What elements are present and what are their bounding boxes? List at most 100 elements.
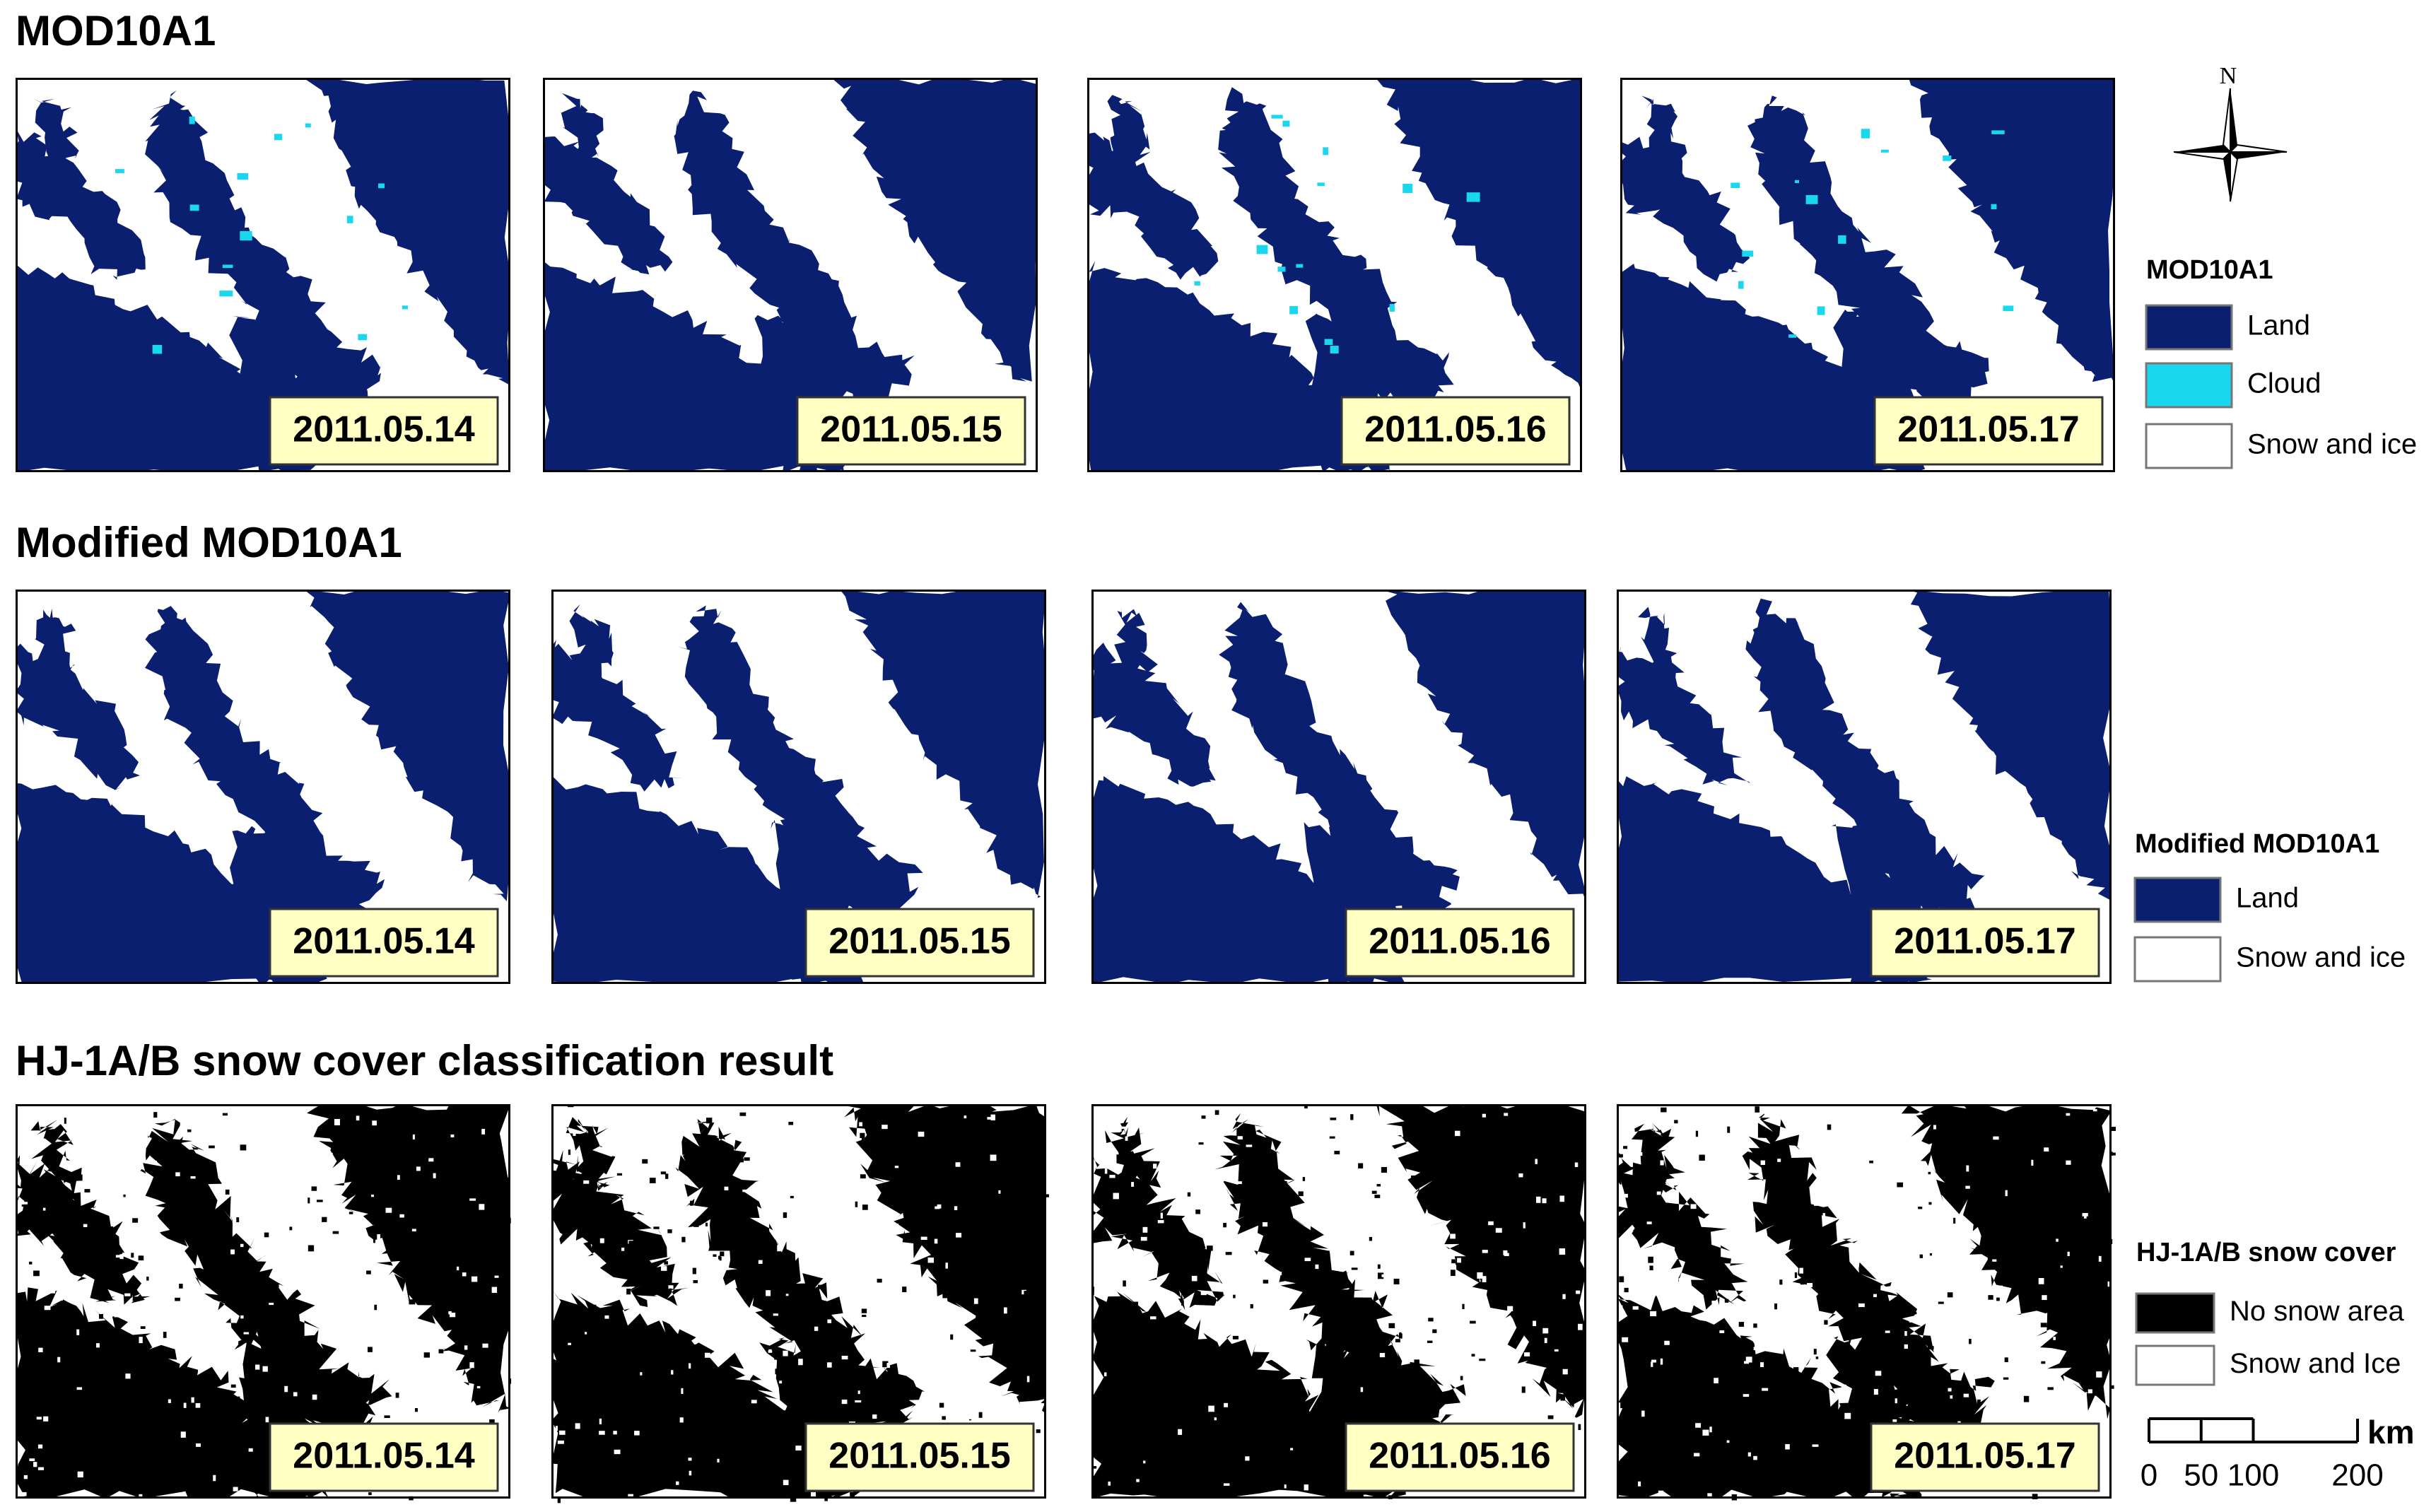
snow-speck (1287, 1225, 1290, 1231)
snow-speck (1393, 1116, 1397, 1119)
snow-speck (322, 1217, 327, 1222)
snow-speck (1623, 1193, 1628, 1198)
map-panel: 2011.05.14 (16, 78, 510, 472)
snow-speck (653, 1226, 660, 1229)
snow-speck (718, 1156, 722, 1162)
snow-speck (1966, 1165, 1969, 1172)
snow-speck (219, 1164, 225, 1169)
snow-speck (1328, 1156, 1335, 1162)
snow-speck (462, 1272, 467, 1277)
snow-speck (1993, 1369, 1998, 1371)
snow-speck (804, 1233, 809, 1241)
map-frame (1091, 1104, 1586, 1499)
snow-speck (464, 1345, 468, 1350)
snow-speck (1820, 1345, 1826, 1349)
cloud-patch (1731, 182, 1740, 188)
snow-speck (938, 1177, 943, 1183)
snow-speck (717, 1458, 720, 1463)
row-title: HJ-1A/B snow cover classification result (16, 1037, 833, 1084)
snow-speck (734, 1485, 740, 1489)
snow-speck (1460, 1376, 1463, 1381)
snow-speck (894, 1224, 899, 1228)
land-area (561, 93, 604, 167)
snow-speck (628, 1241, 634, 1246)
snow-speck (2056, 1383, 2061, 1388)
snow-speck (207, 1405, 213, 1410)
snow-speck (29, 1458, 35, 1461)
snow-speck (489, 1419, 495, 1426)
legend-swatch (2145, 304, 2233, 351)
snow-speck (1844, 1443, 1847, 1446)
snow-speck (790, 1498, 797, 1502)
land-area (840, 590, 1046, 898)
snow-speck (1198, 1142, 1204, 1145)
snow-speck (1938, 1301, 1944, 1304)
map-frame (551, 1104, 1046, 1499)
cloud-patch (274, 134, 283, 141)
snow-speck (1947, 1292, 1953, 1298)
snow-speck (555, 1426, 558, 1431)
snow-speck (614, 1449, 621, 1455)
snow-speck (418, 1233, 423, 1238)
snow-speck (2060, 1186, 2063, 1192)
snow-speck (1304, 1106, 1308, 1109)
snow-speck (835, 1106, 840, 1109)
land-area (303, 78, 510, 385)
snow-speck (1267, 1191, 1271, 1197)
snow-speck (2066, 1160, 2071, 1165)
snow-speck (107, 1226, 114, 1231)
snow-speck (1131, 1182, 1135, 1187)
snow-speck (1952, 1165, 1958, 1170)
snow-speck (265, 1379, 271, 1383)
snow-speck (1720, 1202, 1723, 1205)
snow-speck (1628, 1395, 1634, 1400)
snow-speck (1690, 1204, 1697, 1209)
legend-label: Snow and Ice (2230, 1348, 2401, 1379)
land-area (831, 78, 1038, 382)
snow-speck (923, 1161, 929, 1168)
snow-speck (1147, 1381, 1150, 1387)
snow-speck (1687, 1245, 1692, 1250)
snow-speck (827, 1362, 832, 1368)
snow-speck (1644, 1108, 1648, 1114)
snow-speck (1839, 1429, 1845, 1436)
snow-speck (183, 1402, 187, 1408)
snow-speck (934, 1171, 939, 1176)
snow-speck (2023, 1395, 2030, 1402)
snow-speck (1177, 1255, 1180, 1261)
snow-speck (451, 1154, 457, 1159)
snow-speck (1296, 1253, 1300, 1255)
snow-speck (1927, 1346, 1934, 1350)
land-area (1617, 1153, 1748, 1310)
legend-title: MOD10A1 (2146, 255, 2273, 285)
snow-speck (927, 1257, 935, 1263)
snow-speck (1867, 1380, 1873, 1383)
snow-speck (1533, 1320, 1537, 1327)
snow-speck (153, 1112, 158, 1118)
snow-speck (139, 1324, 144, 1327)
snow-speck (110, 1303, 115, 1310)
snow-speck (426, 1137, 432, 1144)
snow-speck (373, 1238, 376, 1243)
snow-speck (882, 1125, 888, 1130)
snow-speck (1264, 1166, 1270, 1172)
land-area (551, 1149, 689, 1307)
snow-speck (428, 1158, 434, 1162)
snow-speck (1873, 1294, 1877, 1298)
snow-speck (990, 1114, 995, 1120)
snow-speck (1661, 1107, 1667, 1113)
snow-speck (1658, 1178, 1663, 1185)
snow-speck (1991, 1347, 1996, 1352)
snow-speck (865, 1319, 872, 1323)
snow-speck (1818, 1360, 1825, 1364)
snow-speck (235, 1358, 238, 1364)
snow-speck (568, 1342, 571, 1345)
snow-speck (2080, 1139, 2085, 1146)
snow-speck (2019, 1144, 2022, 1151)
land-area (1380, 590, 1586, 899)
snow-speck (1873, 1388, 1878, 1395)
snow-speck (735, 1385, 742, 1391)
snow-speck (742, 1189, 749, 1192)
snow-speck (494, 1275, 499, 1278)
snow-speck (824, 1496, 828, 1501)
